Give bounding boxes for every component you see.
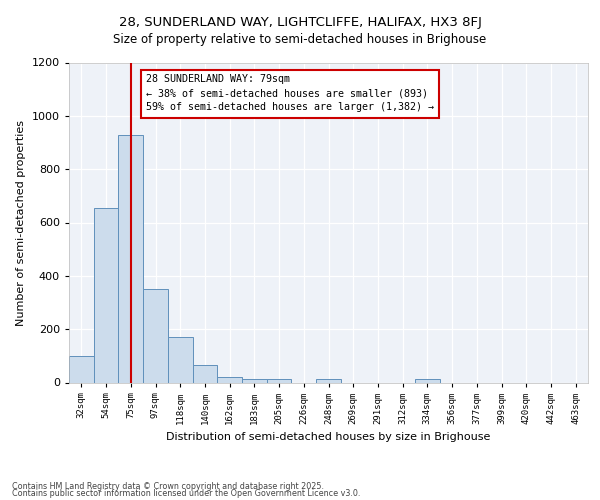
Bar bbox=[168, 337, 193, 382]
Bar bbox=[415, 380, 440, 382]
Bar bbox=[267, 379, 292, 382]
Text: Contains public sector information licensed under the Open Government Licence v3: Contains public sector information licen… bbox=[12, 490, 361, 498]
X-axis label: Distribution of semi-detached houses by size in Brighouse: Distribution of semi-detached houses by … bbox=[166, 432, 491, 442]
Bar bbox=[193, 365, 217, 382]
Bar bbox=[94, 208, 118, 382]
Y-axis label: Number of semi-detached properties: Number of semi-detached properties bbox=[16, 120, 26, 326]
Text: Contains HM Land Registry data © Crown copyright and database right 2025.: Contains HM Land Registry data © Crown c… bbox=[12, 482, 324, 491]
Text: Size of property relative to semi-detached houses in Brighouse: Size of property relative to semi-detach… bbox=[113, 32, 487, 46]
Bar bbox=[118, 134, 143, 382]
Bar bbox=[242, 378, 267, 382]
Bar bbox=[143, 289, 168, 382]
Bar bbox=[217, 376, 242, 382]
Bar bbox=[69, 356, 94, 382]
Bar bbox=[316, 379, 341, 382]
Text: 28, SUNDERLAND WAY, LIGHTCLIFFE, HALIFAX, HX3 8FJ: 28, SUNDERLAND WAY, LIGHTCLIFFE, HALIFAX… bbox=[119, 16, 481, 29]
Text: 28 SUNDERLAND WAY: 79sqm
← 38% of semi-detached houses are smaller (893)
59% of : 28 SUNDERLAND WAY: 79sqm ← 38% of semi-d… bbox=[146, 74, 434, 112]
